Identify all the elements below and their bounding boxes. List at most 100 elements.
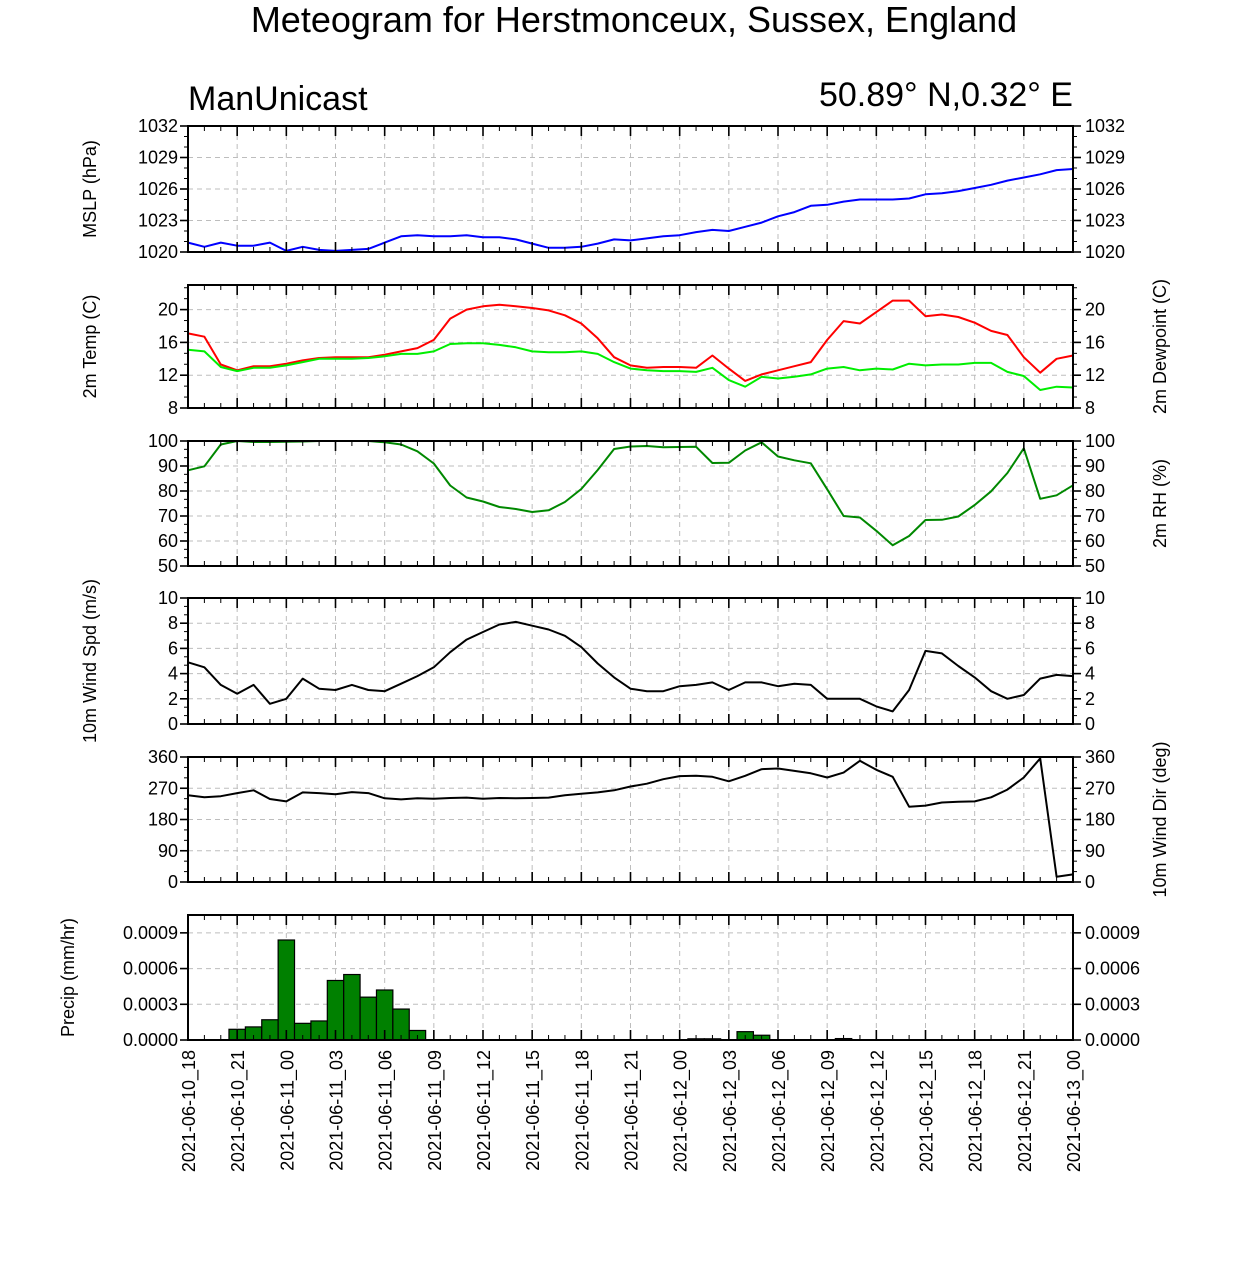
y-tick-label: 0.0006 — [1085, 959, 1140, 979]
y-tick-label: 0.0003 — [1085, 994, 1140, 1014]
y-tick-label: 1032 — [1085, 116, 1125, 136]
y-tick-label: 10 — [1085, 588, 1105, 608]
y-tick-label: 90 — [158, 456, 178, 476]
x-tick-label: 2021-06-11_06 — [376, 1050, 397, 1171]
y-tick-label: 100 — [1085, 431, 1115, 451]
x-tick-label: 2021-06-12_09 — [818, 1050, 839, 1172]
y-axis-title-left: MSLP (hPa) — [80, 140, 100, 238]
x-tick-label: 2021-06-11_09 — [425, 1050, 446, 1171]
x-tick-label: 2021-06-10_18 — [179, 1050, 200, 1172]
y-tick-label: 1029 — [138, 148, 178, 168]
y-tick-label: 80 — [158, 481, 178, 501]
y-tick-label: 90 — [1085, 841, 1105, 861]
x-tick-label: 2021-06-12_15 — [917, 1050, 938, 1172]
panel-precip: 0.0000 0.0000 0.0003 0.0003 0.0006 0.0006 0.00… — [58, 914, 1140, 1050]
y-tick-label: 0.0000 — [1085, 1030, 1140, 1050]
y-tick-label: 1020 — [138, 242, 178, 262]
y-tick-label: 0.0009 — [1085, 923, 1140, 943]
y-tick-label: 8 — [168, 398, 178, 418]
y-tick-label: 90 — [1085, 456, 1105, 476]
y-tick-label: 180 — [1085, 810, 1115, 830]
y-tick-label: 2 — [1085, 689, 1095, 709]
x-tick-label: 2021-06-11_21 — [622, 1050, 643, 1171]
panel-wspd: 0 0 2 2 4 4 6 6 8 8 10 10 10m Wind Spd (m/s) — [80, 579, 1105, 743]
x-tick-label: 2021-06-13_00 — [1064, 1050, 1085, 1172]
y-tick-label: 90 — [158, 841, 178, 861]
precip-bar — [343, 973, 361, 1041]
y-tick-label: 8 — [1085, 613, 1095, 633]
y-tick-label: 0 — [1085, 872, 1095, 892]
y-tick-label: 6 — [1085, 638, 1095, 658]
x-tick-label: 2021-06-12_21 — [1015, 1050, 1036, 1172]
y-tick-label: 12 — [158, 365, 178, 385]
y-tick-label: 8 — [168, 613, 178, 633]
y-tick-label: 100 — [148, 431, 178, 451]
y-tick-label: 20 — [158, 300, 178, 320]
x-tick-label: 2021-06-11_15 — [523, 1050, 544, 1171]
panel-rh: 50 50 60 60 70 70 80 80 90 90 100 100 2m RH (%) — [148, 431, 1170, 576]
y-axis-title-left: Precip (mm/hr) — [58, 918, 78, 1037]
y-tick-label: 8 — [1085, 398, 1095, 418]
y-axis-title-right: 2m Dewpoint (C) — [1150, 279, 1170, 414]
y-tick-label: 0 — [1085, 714, 1095, 734]
x-tick-label: 2021-06-12_03 — [720, 1050, 741, 1172]
wdir-series-line — [187, 757, 1074, 878]
x-tick-label: 2021-06-12_18 — [966, 1050, 987, 1172]
y-tick-label: 0.0009 — [123, 923, 178, 943]
y-tick-label: 1026 — [1085, 179, 1125, 199]
y-tick-label: 50 — [1085, 556, 1105, 576]
y-tick-label: 10 — [158, 588, 178, 608]
x-axis: 2021-06-10_18 2021-06-10_21 2021-06-11_00 2… — [179, 1050, 1085, 1172]
y-tick-label: 6 — [168, 638, 178, 658]
x-tick-label: 2021-06-12_06 — [769, 1050, 790, 1172]
y-tick-label: 0.0006 — [123, 959, 178, 979]
x-tick-label: 2021-06-10_21 — [228, 1050, 249, 1172]
y-tick-label: 270 — [1085, 778, 1115, 798]
location-label: 50.89° N,0.32° E — [819, 76, 1073, 114]
y-tick-label: 0.0000 — [123, 1030, 178, 1050]
y-tick-label: 60 — [1085, 531, 1105, 551]
panel-temp: 8 8 12 12 16 16 20 20 2m Temp (C) 2m Dewpoint (C) — [80, 279, 1170, 418]
y-tick-label: 4 — [1085, 664, 1095, 684]
x-tick-label: 2021-06-11_18 — [572, 1050, 593, 1171]
y-tick-label: 0 — [168, 872, 178, 892]
y-tick-label: 0.0003 — [123, 994, 178, 1014]
y-tick-label: 180 — [148, 810, 178, 830]
wspd-series-line — [187, 620, 1074, 713]
y-tick-label: 2 — [168, 689, 178, 709]
y-tick-label: 270 — [148, 778, 178, 798]
panel-wdir: 0 0 90 90 180 180 270 270 360 360 10m Wind Dir (de… — [148, 741, 1170, 897]
x-tick-label: 2021-06-11_03 — [327, 1050, 348, 1171]
y-tick-label: 16 — [158, 332, 178, 352]
y-tick-label: 20 — [1085, 300, 1105, 320]
x-tick-label: 2021-06-12_12 — [867, 1050, 888, 1172]
y-tick-label: 0 — [168, 714, 178, 734]
rh-series-line — [187, 440, 1074, 547]
precip-bar — [277, 939, 296, 1041]
y-tick-label: 50 — [158, 556, 178, 576]
y-tick-label: 360 — [1085, 747, 1115, 767]
y-axis-title-right: 10m Wind Dir (deg) — [1150, 741, 1170, 897]
model-label: ManUnicast — [188, 80, 368, 118]
y-tick-label: 1029 — [1085, 148, 1125, 168]
temp-series-line — [187, 342, 1074, 391]
y-tick-label: 60 — [158, 531, 178, 551]
y-tick-label: 1032 — [138, 116, 178, 136]
y-tick-label: 16 — [1085, 332, 1105, 352]
precip-bar — [359, 996, 378, 1041]
x-tick-label: 2021-06-12_00 — [671, 1050, 692, 1172]
y-tick-label: 4 — [168, 664, 178, 684]
y-tick-label: 12 — [1085, 365, 1105, 385]
x-tick-label: 2021-06-11_00 — [277, 1050, 298, 1171]
y-tick-label: 80 — [1085, 481, 1105, 501]
y-tick-label: 1026 — [138, 179, 178, 199]
y-axis-title-left: 2m Temp (C) — [80, 295, 100, 399]
chart-title: Meteogram for Herstmonceux, Sussex, Engl… — [251, 0, 1017, 40]
y-tick-label: 70 — [158, 506, 178, 526]
y-tick-label: 1023 — [1085, 211, 1125, 231]
panel-mslp: 1020 1020 1023 1023 1026 1026 1029 1029 1032 1032… — [80, 116, 1125, 262]
temp-series-line — [187, 299, 1074, 382]
y-axis-title-right: 2m RH (%) — [1150, 459, 1170, 548]
